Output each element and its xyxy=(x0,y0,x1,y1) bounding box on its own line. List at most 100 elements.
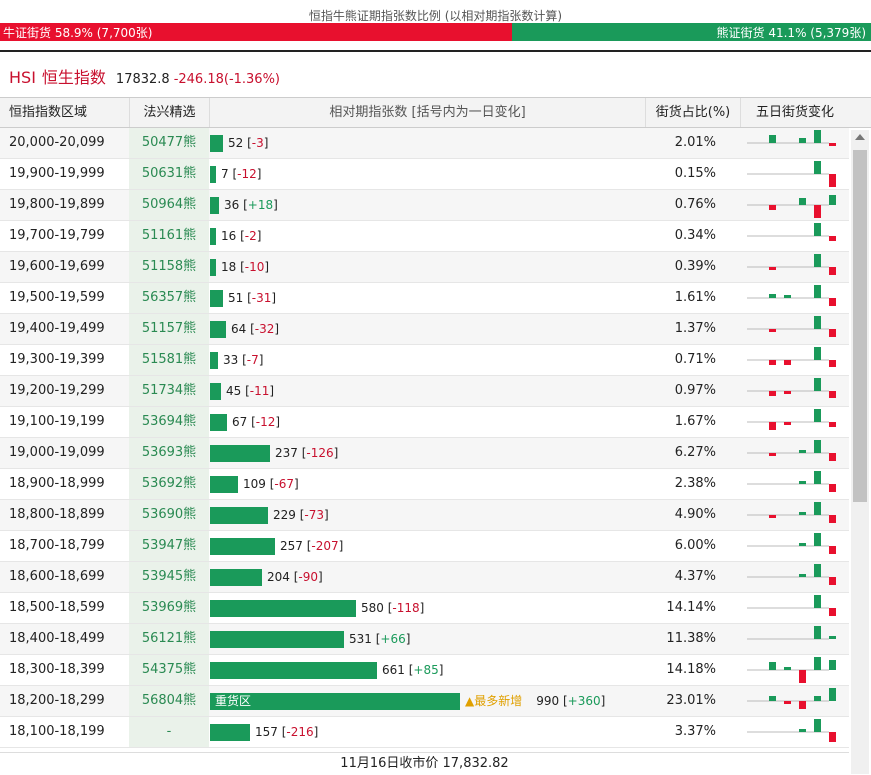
contract-bar xyxy=(210,321,226,338)
sparkline-bar xyxy=(784,391,791,394)
bear-warrant-link[interactable]: 56121熊 xyxy=(129,624,209,654)
table-body: 20,000-20,099 50477熊 52 [-3] 2.01% 19,900-19… xyxy=(0,128,849,748)
sparkline-bar xyxy=(799,701,806,709)
sparkline-bar xyxy=(829,688,836,701)
table-row: 19,700-19,799 51161熊 16 [-2] 0.34% xyxy=(0,221,849,252)
bear-warrant-link[interactable]: 50477熊 xyxy=(129,128,209,158)
sparkline-bar xyxy=(814,440,821,453)
index-summary: HSI 恒生指数 17832.8 -246.18(-1.36%) xyxy=(9,64,280,88)
bear-warrant-link[interactable]: 51581熊 xyxy=(129,345,209,375)
daily-change: -207 xyxy=(311,539,339,553)
share-cell: 2.01% xyxy=(674,135,716,150)
sparkline-bar xyxy=(814,254,821,267)
table-row: 19,200-19,299 51734熊 45 [-11] 0.97% xyxy=(0,376,849,407)
daily-change: -12 xyxy=(255,415,276,429)
scrollbar-thumb[interactable] xyxy=(853,150,867,502)
contract-count: 580 xyxy=(361,601,384,615)
share-cell: 0.39% xyxy=(674,259,716,274)
contract-value: 67 [-12] xyxy=(232,415,281,429)
bear-warrant-link[interactable]: 56357熊 xyxy=(129,283,209,313)
bear-warrant-link[interactable]: 53947熊 xyxy=(129,531,209,561)
contract-count: 990 xyxy=(536,694,560,708)
bear-warrant-link[interactable]: 53969熊 xyxy=(129,593,209,623)
bear-warrant-link[interactable]: 53694熊 xyxy=(129,407,209,437)
share-cell: 1.61% xyxy=(674,290,716,305)
contract-count: 45 xyxy=(226,384,242,398)
sparkline-bar xyxy=(814,161,821,174)
scroll-up-arrow-icon[interactable] xyxy=(855,134,865,140)
bear-warrant-link[interactable]: 51734熊 xyxy=(129,376,209,406)
share-cell: 0.71% xyxy=(674,352,716,367)
range-cell: 19,200-19,299 xyxy=(9,383,105,398)
share-cell: 4.37% xyxy=(674,569,716,584)
sparkline-bar xyxy=(784,360,791,365)
range-cell: 18,400-18,499 xyxy=(9,631,105,646)
sparkline-bar xyxy=(814,595,821,608)
sparkline-bar xyxy=(814,564,821,577)
contract-value: 531 [+66] xyxy=(349,632,411,646)
contract-count: 67 xyxy=(232,415,248,429)
contract-bar xyxy=(210,445,270,462)
five-day-sparkline xyxy=(747,688,836,709)
sparkline-bar xyxy=(784,422,791,425)
five-day-sparkline xyxy=(747,347,836,367)
bull-ratio: 牛证街货 58.9% (7,700张) xyxy=(0,23,512,41)
bear-warrant-link[interactable]: 51158熊 xyxy=(129,252,209,282)
bear-warrant-link[interactable]: 53690熊 xyxy=(129,500,209,530)
contract-count: 237 xyxy=(275,446,298,460)
bear-warrant-link[interactable]: 51157熊 xyxy=(129,314,209,344)
contract-bar xyxy=(210,476,238,493)
bear-warrant-link[interactable]: 54375熊 xyxy=(129,655,209,685)
contract-count: 33 xyxy=(223,353,239,367)
index-change: -246.18(-1.36%) xyxy=(173,72,280,87)
contract-value: 580 [-118] xyxy=(361,601,425,615)
sparkline-bar xyxy=(829,546,836,554)
sparkline-bar xyxy=(769,453,776,456)
sparkline-bar xyxy=(814,378,821,391)
bear-warrant-link[interactable]: 53692熊 xyxy=(129,469,209,499)
daily-change: +18 xyxy=(247,198,274,212)
contract-bar xyxy=(210,383,221,400)
bear-warrant-link[interactable]: 50964熊 xyxy=(129,190,209,220)
contract-bar xyxy=(210,600,356,617)
daily-change: -32 xyxy=(254,322,275,336)
contract-value: 229 [-73] xyxy=(273,508,329,522)
bear-warrant-link[interactable]: 53945熊 xyxy=(129,562,209,592)
header-range: 恒指指数区域 xyxy=(9,105,88,120)
share-cell: 14.18% xyxy=(666,662,716,677)
share-cell: 3.37% xyxy=(674,724,716,739)
sparkline-bar xyxy=(814,223,821,236)
range-cell: 19,600-19,699 xyxy=(9,259,105,274)
bear-warrant-link[interactable]: 50631熊 xyxy=(129,159,209,189)
bear-warrant-link[interactable]: 56804熊 xyxy=(129,686,209,716)
daily-change: +66 xyxy=(380,632,406,646)
daily-change: -2 xyxy=(244,229,257,243)
sparkline-bar xyxy=(769,329,776,332)
contract-value: 7 [-12] xyxy=(221,167,262,181)
sparkline-bar xyxy=(784,701,791,704)
scrollbar[interactable] xyxy=(851,130,869,774)
contract-value: 33 [-7] xyxy=(223,353,264,367)
sparkline-bar xyxy=(799,729,806,732)
share-cell: 14.14% xyxy=(666,600,716,615)
contract-bar xyxy=(210,662,377,679)
five-day-sparkline xyxy=(747,657,836,683)
sparkline-bar xyxy=(814,657,821,670)
bear-warrant-link[interactable]: 53693熊 xyxy=(129,438,209,468)
table-row: 18,800-18,899 53690熊 229 [-73] 4.90% xyxy=(0,500,849,531)
contract-count: 7 xyxy=(221,167,229,181)
sparkline-bar xyxy=(799,574,806,577)
sparkline-bar xyxy=(799,543,806,546)
contract-count: 204 xyxy=(267,570,290,584)
bear-warrant-link[interactable]: 51161熊 xyxy=(129,221,209,251)
sparkline-bar xyxy=(829,236,836,241)
sparkline-bar xyxy=(769,360,776,365)
most-added-flag: ▲最多新增 xyxy=(465,694,523,708)
share-cell: 6.00% xyxy=(674,538,716,553)
sparkline-bar xyxy=(814,719,821,732)
table-row: 18,200-18,299 56804熊 重货区 ▲最多新增 990 [+360] 23.… xyxy=(0,686,849,717)
table-row: 18,100-18,199 - 157 [-216] 3.37% xyxy=(0,717,849,748)
range-cell: 18,600-18,699 xyxy=(9,569,105,584)
range-cell: 18,300-18,399 xyxy=(9,662,105,677)
sparkline-bar xyxy=(829,360,836,367)
